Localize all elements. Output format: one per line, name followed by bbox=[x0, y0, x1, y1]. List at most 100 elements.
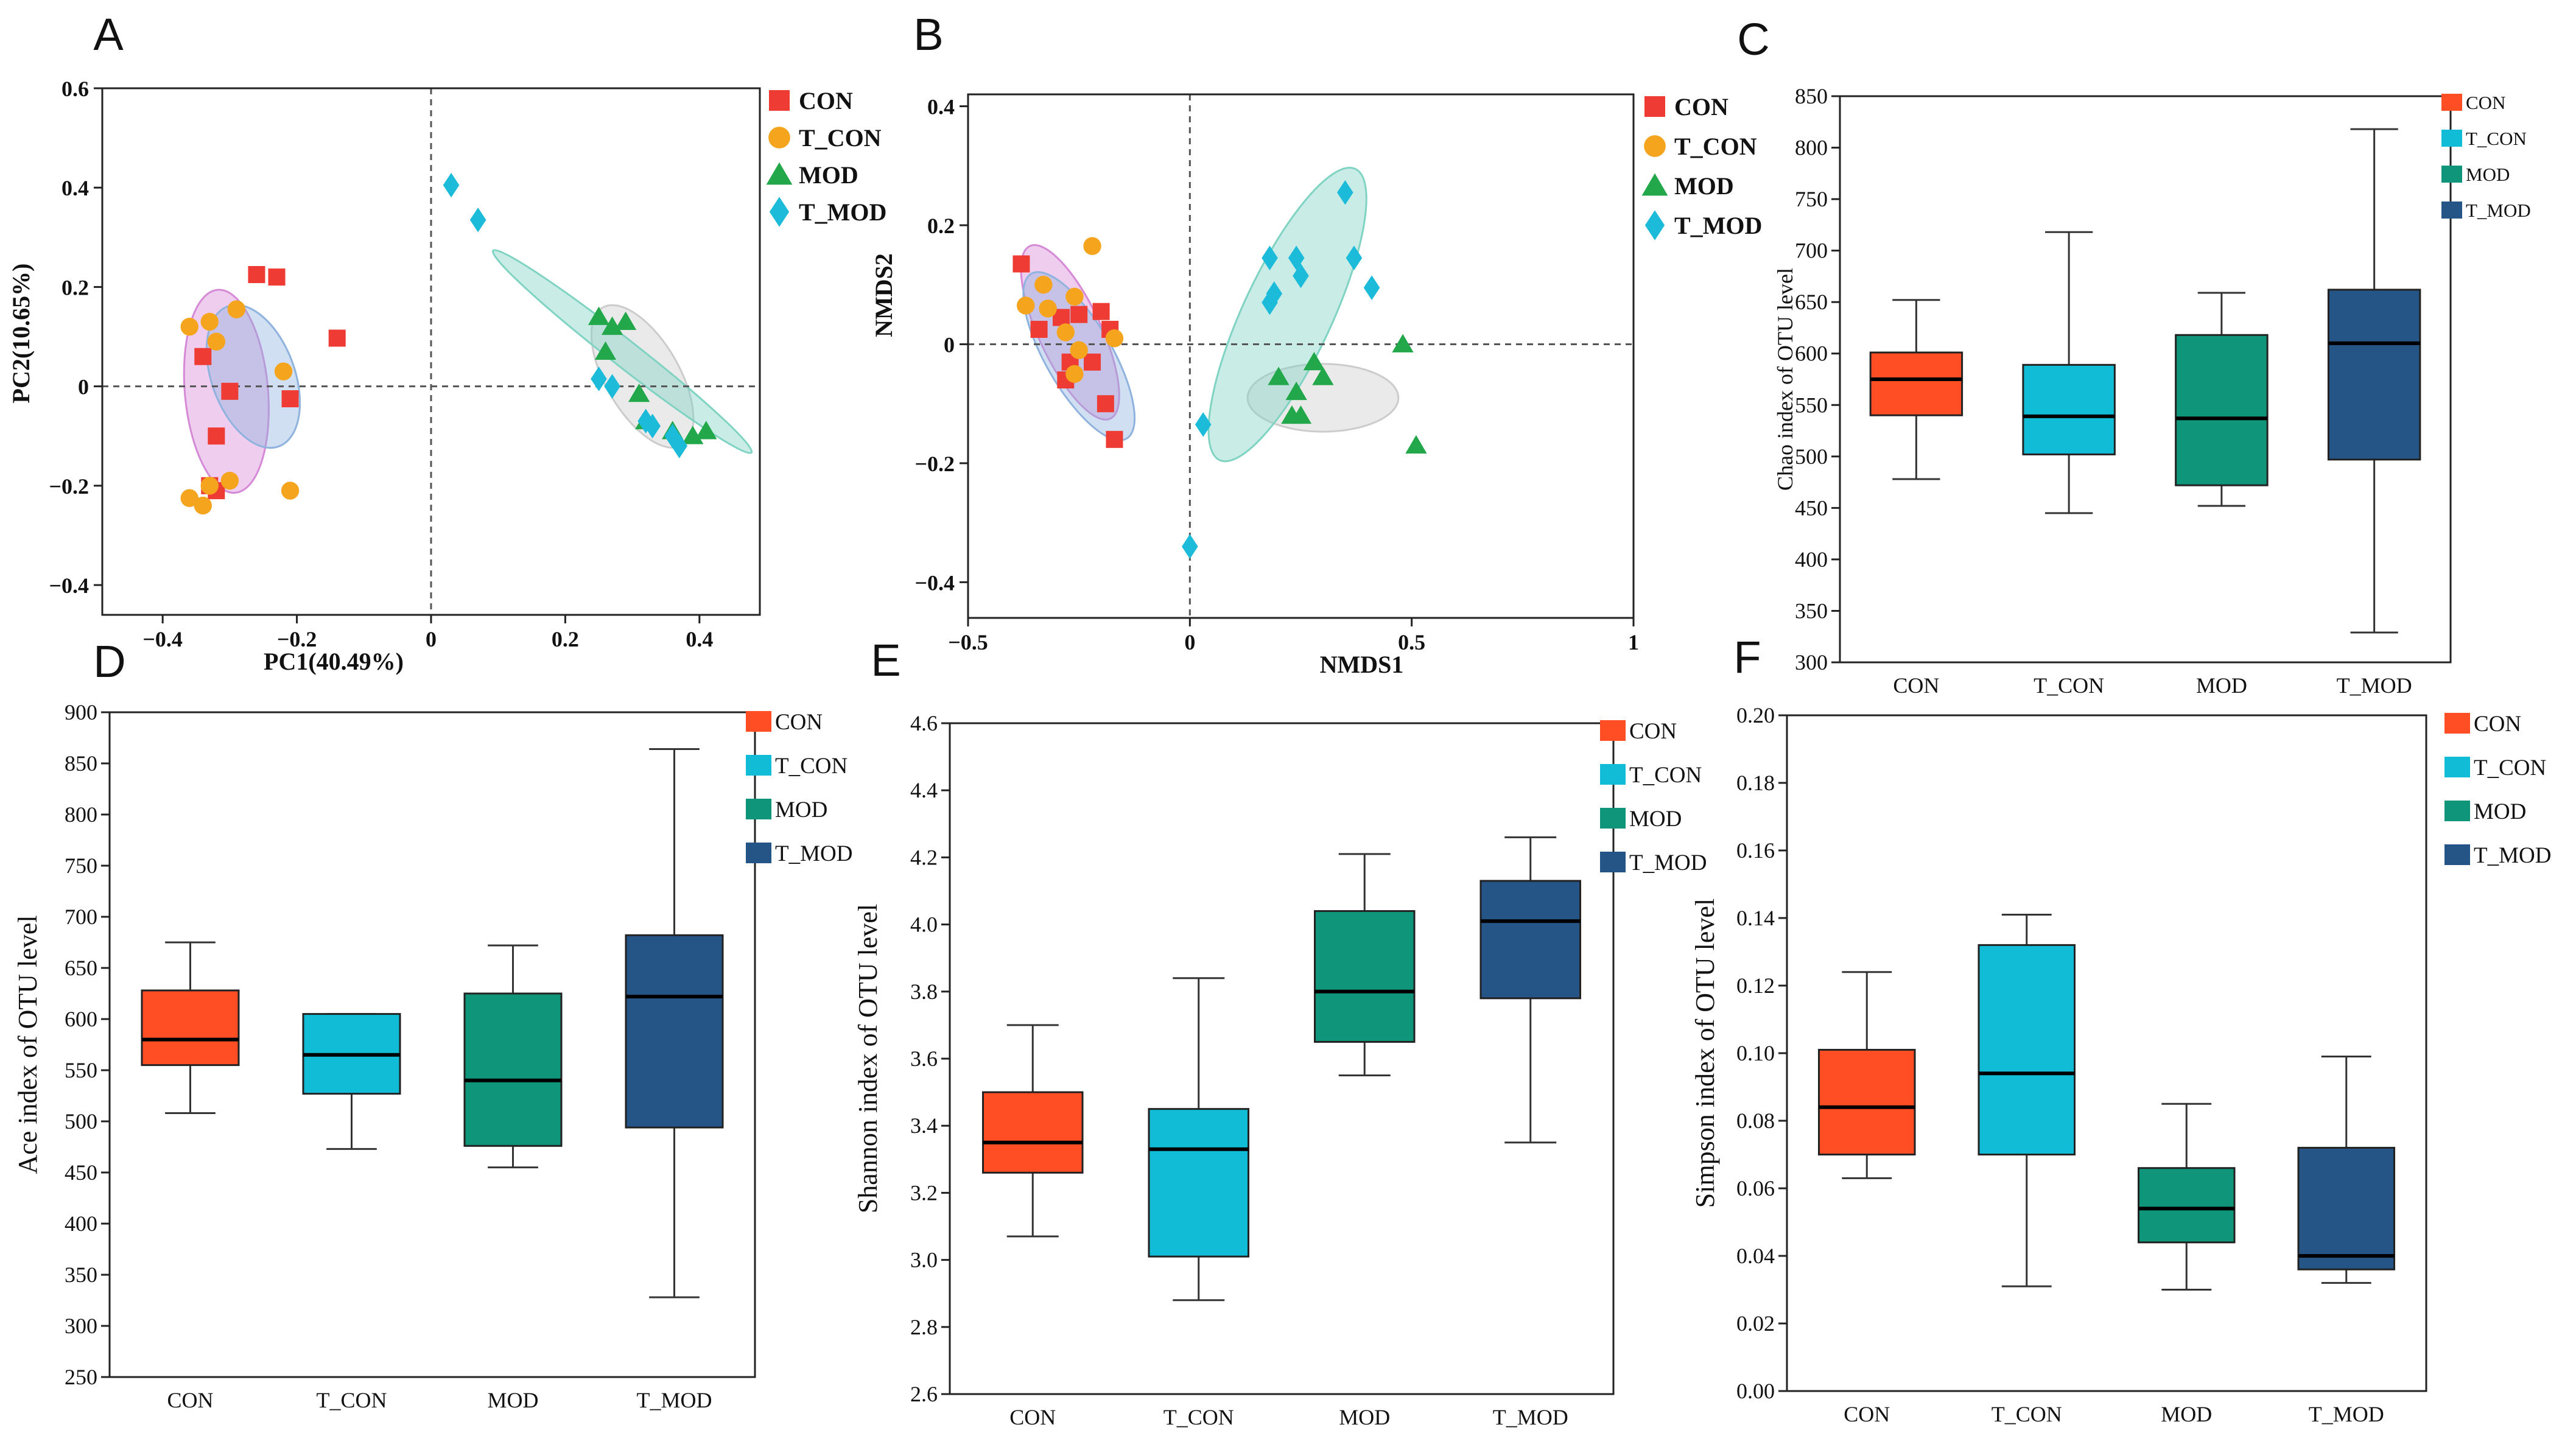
y-tick-label: 0.12 bbox=[1736, 973, 1775, 998]
iqr-box bbox=[1479, 880, 1581, 1000]
legend-label: T_CON bbox=[2466, 128, 2527, 149]
panel-letter: F bbox=[1733, 632, 1761, 682]
data-point-mod bbox=[601, 316, 623, 335]
confidence-ellipse-t-mod bbox=[1207, 166, 1367, 463]
box-mod bbox=[2138, 1102, 2236, 1291]
y-tick-label: 850 bbox=[65, 751, 97, 776]
y-tick-label: −0.2 bbox=[914, 452, 955, 476]
legend-label: CON bbox=[1629, 719, 1677, 744]
y-tick-label: 900 bbox=[65, 700, 97, 724]
data-point-con bbox=[221, 382, 239, 400]
data-point-t-mod bbox=[1262, 245, 1278, 271]
y-axis-title: NMDS2 bbox=[870, 253, 897, 337]
x-tick-label: 0.2 bbox=[552, 627, 579, 651]
box-t-mod bbox=[2327, 128, 2421, 634]
iqr-box bbox=[2175, 334, 2269, 486]
legend-swatch-con bbox=[1600, 720, 1626, 741]
data-point-t-con bbox=[281, 482, 300, 500]
y-tick-label: 4.4 bbox=[910, 778, 938, 802]
data-point-t-con bbox=[1039, 300, 1057, 318]
y-axis-title: PC2(10.65%) bbox=[7, 264, 35, 404]
x-tick-label: T_CON bbox=[1992, 1402, 2062, 1426]
x-tick-label: MOD bbox=[2196, 673, 2247, 698]
x-axis-title: PC1(40.49%) bbox=[264, 648, 404, 675]
data-point-t-con bbox=[1083, 237, 1101, 255]
iqr-box bbox=[1148, 1108, 1249, 1258]
box-t-con bbox=[1978, 913, 2076, 1288]
data-point-mod bbox=[588, 306, 610, 325]
y-tick-label: 550 bbox=[65, 1058, 97, 1082]
data-point-t-con bbox=[1065, 365, 1084, 384]
data-point-t-mod bbox=[671, 433, 688, 458]
y-axis-title: Chao index of OTU level bbox=[1773, 268, 1797, 491]
legend-label: MOD bbox=[1629, 807, 1682, 832]
data-point-t-con bbox=[1034, 276, 1053, 294]
data-point-mod bbox=[594, 341, 617, 360]
box-t-mod bbox=[625, 748, 724, 1299]
legend-label: CON bbox=[2474, 712, 2521, 737]
legend-label: T_CON bbox=[1674, 133, 1757, 160]
data-point-t-mod bbox=[443, 172, 460, 198]
y-axis-title: Shannon index of OTU level bbox=[853, 904, 883, 1213]
box-t-con bbox=[302, 1013, 401, 1150]
x-tick-label: −0.5 bbox=[948, 630, 988, 654]
box-mod bbox=[463, 944, 563, 1169]
data-point-con bbox=[1013, 255, 1030, 273]
legend-marker-t-mod bbox=[1644, 210, 1665, 240]
y-tick-label: 0.20 bbox=[1736, 703, 1775, 727]
y-tick-label: 2.6 bbox=[910, 1382, 938, 1406]
data-point-mod bbox=[614, 311, 637, 330]
legend-swatch-mod bbox=[2441, 166, 2462, 183]
legend-swatch-con bbox=[2441, 94, 2462, 111]
legend-swatch-t-con bbox=[2444, 757, 2470, 777]
y-tick-label: 750 bbox=[65, 853, 97, 878]
x-tick-label: T_MOD bbox=[637, 1388, 712, 1412]
panel-d: D 250 300 350 400 450 500 550 600 650 700 750 800 850… bbox=[13, 636, 852, 1412]
legend-label: T_MOD bbox=[2474, 843, 2551, 868]
iqr-box bbox=[463, 992, 563, 1147]
confidence-ellipse-t-mod bbox=[491, 249, 753, 454]
iqr-box bbox=[2022, 363, 2116, 455]
plot-frame bbox=[949, 722, 1615, 1395]
y-tick-label: 0.04 bbox=[1736, 1244, 1775, 1268]
data-point-con bbox=[208, 427, 225, 445]
plot-frame bbox=[967, 93, 1635, 619]
data-point-con bbox=[1092, 303, 1110, 320]
data-point-con bbox=[1097, 395, 1114, 413]
y-tick-label: 550 bbox=[1795, 393, 1828, 417]
y-tick-label: 500 bbox=[1795, 444, 1828, 469]
data-point-con bbox=[281, 390, 299, 408]
y-tick-label: 3.6 bbox=[910, 1046, 938, 1071]
data-point-t-mod bbox=[469, 207, 486, 233]
iqr-box bbox=[1314, 910, 1416, 1043]
legend-marker-mod bbox=[766, 162, 793, 185]
legend-swatch-t-con bbox=[746, 755, 771, 776]
panel-f: F 0.00 0.02 0.04 0.06 0.08 0.10 0.12 0.14 0.16 0.1… bbox=[1690, 632, 2551, 1426]
panel-e: E 2.6 2.8 3.0 3.2 3.4 3.6 3.8 4.0 4.2 4.4 4.6 CON T_C… bbox=[853, 635, 1707, 1429]
x-tick-label: T_CON bbox=[2034, 673, 2104, 698]
legend-label: T_MOD bbox=[1674, 212, 1762, 239]
data-point-mod bbox=[1290, 405, 1312, 424]
y-tick-label: 0.00 bbox=[1736, 1379, 1775, 1403]
legend-swatch-t-mod bbox=[746, 843, 771, 863]
data-point-t-mod bbox=[1346, 245, 1363, 271]
y-tick-label: 3.4 bbox=[910, 1113, 938, 1138]
y-tick-label: 3.0 bbox=[910, 1248, 938, 1272]
panel-letter: B bbox=[913, 9, 943, 60]
legend-label: T_CON bbox=[799, 124, 882, 152]
x-tick-label: CON bbox=[1844, 1402, 1890, 1426]
data-point-mod bbox=[628, 384, 650, 402]
data-point-t-con bbox=[274, 362, 293, 380]
box-t-con bbox=[2022, 231, 2116, 514]
data-point-t-con bbox=[180, 489, 198, 507]
y-tick-label: 250 bbox=[65, 1365, 97, 1389]
data-point-mod bbox=[1303, 351, 1325, 371]
iqr-box bbox=[982, 1091, 1084, 1174]
y-tick-label: 400 bbox=[65, 1211, 97, 1236]
legend-marker-con bbox=[769, 90, 790, 111]
x-tick-label: MOD bbox=[2161, 1402, 2212, 1426]
y-tick-label: 650 bbox=[65, 956, 97, 980]
y-tick-label: 0.18 bbox=[1736, 771, 1775, 795]
legend-label: CON bbox=[799, 87, 853, 114]
